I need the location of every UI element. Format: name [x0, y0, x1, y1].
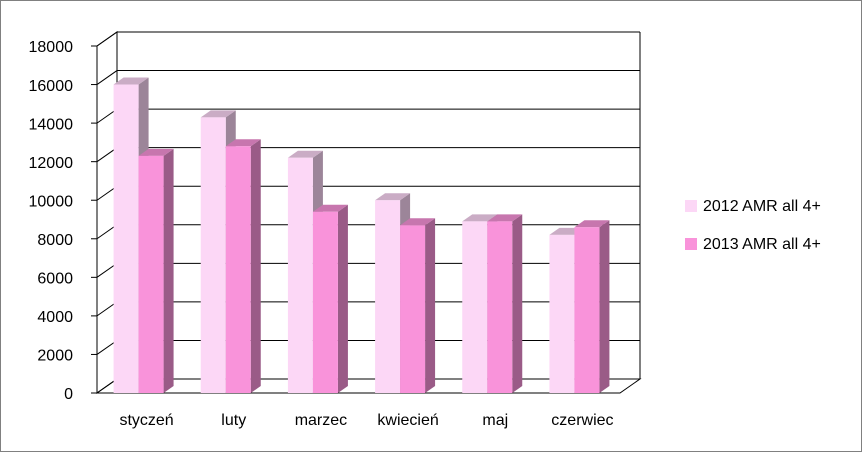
bar-face: [487, 214, 523, 222]
bar-face: [375, 200, 401, 393]
bar: [574, 220, 610, 393]
bar-face: [225, 139, 261, 147]
y-tick-label: 16000: [29, 78, 74, 95]
grid-line: [96, 31, 640, 47]
x-tick-label: czerwiec: [551, 412, 613, 429]
bar: [400, 218, 436, 393]
y-tick-label: 18000: [29, 39, 74, 56]
bar: [312, 204, 348, 393]
grid-line: [96, 70, 640, 85]
bar-face: [225, 146, 251, 393]
bar-face: [574, 227, 600, 393]
bar-face: [512, 214, 523, 393]
bar-face: [163, 148, 174, 393]
bar-face: [138, 148, 174, 156]
bar: [487, 214, 523, 393]
y-tick-label: 14000: [29, 116, 74, 133]
bar-face: [287, 150, 323, 158]
x-tick-label: maj: [482, 412, 508, 429]
bar-face: [375, 193, 411, 201]
legend-swatch: [685, 200, 697, 212]
bar-face: [599, 220, 610, 393]
x-tick-label: kwiecień: [377, 412, 438, 429]
x-tick-label: luty: [221, 412, 246, 429]
bar-face: [574, 220, 610, 228]
legend-label: 2013 AMR all 4+: [703, 236, 821, 253]
bar-face: [462, 221, 488, 393]
y-tick-label: 4000: [37, 309, 73, 326]
bar-face: [113, 77, 149, 85]
y-tick-label: 2000: [37, 348, 73, 365]
bar-face: [200, 110, 236, 118]
bar-face: [487, 221, 513, 393]
bar-face: [337, 204, 348, 393]
bar-face: [462, 214, 498, 222]
y-tick-label: 6000: [37, 271, 73, 288]
bar-face: [312, 211, 338, 393]
y-tick-label: 8000: [37, 232, 73, 249]
y-tick-label: 0: [64, 386, 73, 403]
bar-face: [400, 225, 426, 393]
x-tick-label: marzec: [295, 412, 347, 429]
bar-face: [549, 234, 575, 393]
bar: [225, 139, 261, 393]
bar-face: [250, 139, 261, 393]
bar-face: [312, 204, 348, 212]
legend-label: 2012 AMR all 4+: [703, 198, 821, 215]
bar-face: [425, 218, 436, 393]
bar: [138, 148, 174, 393]
y-tick-label: 12000: [29, 155, 74, 172]
bar-face: [400, 218, 436, 226]
bar-face: [113, 84, 139, 394]
legend-swatch: [685, 238, 697, 250]
bar-face: [200, 117, 226, 394]
x-tick-label: styczeń: [119, 412, 173, 429]
y-tick-label: 10000: [29, 193, 74, 210]
bar-face: [138, 155, 164, 393]
bar-face: [287, 157, 313, 393]
